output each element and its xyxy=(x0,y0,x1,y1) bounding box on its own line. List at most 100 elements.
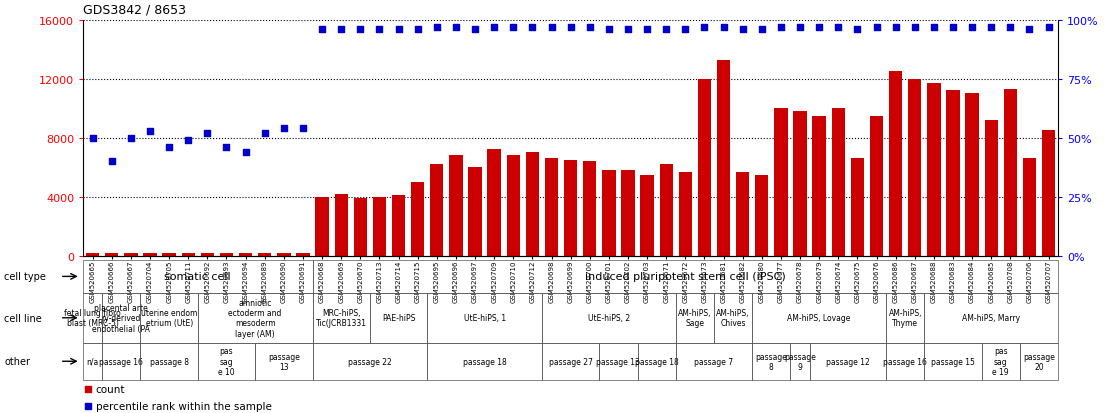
Point xyxy=(791,24,809,31)
Point xyxy=(179,138,197,144)
Text: passage 15: passage 15 xyxy=(931,357,975,366)
Point xyxy=(733,27,751,33)
Point xyxy=(314,27,331,33)
Point xyxy=(925,24,943,31)
Bar xyxy=(163,254,176,256)
Point xyxy=(256,131,274,137)
Text: passage 18: passage 18 xyxy=(463,357,506,366)
Text: UtE-hiPS, 2: UtE-hiPS, 2 xyxy=(588,313,630,323)
Bar xyxy=(105,254,119,256)
Bar xyxy=(277,253,290,256)
Point xyxy=(504,24,522,31)
Point xyxy=(198,131,216,137)
Text: passage 18: passage 18 xyxy=(635,357,678,366)
Text: AM-hiPS,
Sage: AM-hiPS, Sage xyxy=(678,309,711,328)
Bar xyxy=(430,165,443,256)
Bar xyxy=(985,121,998,256)
Bar xyxy=(469,168,482,256)
Text: MRC-hiPS,
Tic(JCRB1331: MRC-hiPS, Tic(JCRB1331 xyxy=(316,309,367,328)
Text: pas
sag
e 10: pas sag e 10 xyxy=(218,347,235,376)
Bar xyxy=(525,153,540,256)
Point xyxy=(753,27,771,33)
Bar xyxy=(756,175,769,256)
Bar xyxy=(449,156,463,256)
Point xyxy=(390,27,408,33)
Point xyxy=(332,27,350,33)
Point xyxy=(345,177,362,183)
Bar xyxy=(698,79,711,256)
Text: GDS3842 / 8653: GDS3842 / 8653 xyxy=(83,4,186,17)
Bar xyxy=(678,172,692,256)
Bar xyxy=(1042,131,1055,256)
Bar xyxy=(316,197,329,256)
Text: UtE-hiPS, 1: UtE-hiPS, 1 xyxy=(463,313,505,323)
Bar xyxy=(1023,159,1036,256)
Bar xyxy=(583,162,596,256)
Bar xyxy=(506,156,520,256)
Text: n/a: n/a xyxy=(86,357,99,366)
Bar xyxy=(909,79,922,256)
Bar xyxy=(870,116,883,256)
Text: passage 16: passage 16 xyxy=(883,357,927,366)
Point xyxy=(466,27,484,33)
Bar xyxy=(564,160,577,256)
Point xyxy=(1039,24,1057,31)
Text: passage 16: passage 16 xyxy=(100,357,143,366)
Text: passage 12: passage 12 xyxy=(825,357,870,366)
Point xyxy=(772,24,790,31)
Text: uterine endom
etrium (UtE): uterine endom etrium (UtE) xyxy=(141,309,197,328)
Bar xyxy=(793,112,807,256)
Point xyxy=(485,24,503,31)
Point xyxy=(944,24,962,31)
Bar xyxy=(640,175,654,256)
Point xyxy=(103,159,121,165)
Text: PAE-hiPS: PAE-hiPS xyxy=(382,313,416,323)
Point xyxy=(601,27,618,33)
Point xyxy=(849,27,866,33)
Point xyxy=(983,24,1001,31)
Bar xyxy=(124,254,137,256)
Point xyxy=(523,24,541,31)
Text: passage
8: passage 8 xyxy=(756,352,788,371)
Bar xyxy=(143,254,156,256)
Bar xyxy=(622,171,635,256)
Point xyxy=(161,145,178,151)
Bar xyxy=(353,199,367,256)
Point xyxy=(562,24,579,31)
Point xyxy=(1020,27,1038,33)
Bar xyxy=(201,254,214,256)
Point xyxy=(447,24,464,31)
Point xyxy=(810,24,828,31)
Bar xyxy=(239,254,253,256)
Bar xyxy=(736,172,749,256)
Text: passage
13: passage 13 xyxy=(268,352,300,371)
Text: passage 27: passage 27 xyxy=(548,357,593,366)
Bar xyxy=(219,254,233,256)
Text: other: other xyxy=(4,356,30,366)
Point xyxy=(351,27,369,33)
Point xyxy=(237,149,255,156)
Text: amniotic
ectoderm and
mesoderm
layer (AM): amniotic ectoderm and mesoderm layer (AM… xyxy=(228,298,281,338)
Text: passage 13: passage 13 xyxy=(596,357,640,366)
Bar xyxy=(889,72,902,256)
Text: passage
9: passage 9 xyxy=(784,352,815,371)
Bar xyxy=(717,60,730,256)
Text: passage
20: passage 20 xyxy=(1023,352,1055,371)
Point xyxy=(830,24,848,31)
Bar xyxy=(86,253,100,256)
Bar xyxy=(965,94,978,256)
Point xyxy=(657,27,675,33)
Point xyxy=(122,135,140,142)
Bar xyxy=(946,91,960,256)
Bar xyxy=(812,116,825,256)
Bar xyxy=(1004,90,1017,256)
Point xyxy=(275,126,293,132)
Bar xyxy=(545,159,558,256)
Point xyxy=(868,24,885,31)
Point xyxy=(906,24,924,31)
Bar xyxy=(392,196,406,256)
Text: passage 22: passage 22 xyxy=(348,357,392,366)
Point xyxy=(619,27,637,33)
Point xyxy=(141,128,158,135)
Text: count: count xyxy=(95,384,125,394)
